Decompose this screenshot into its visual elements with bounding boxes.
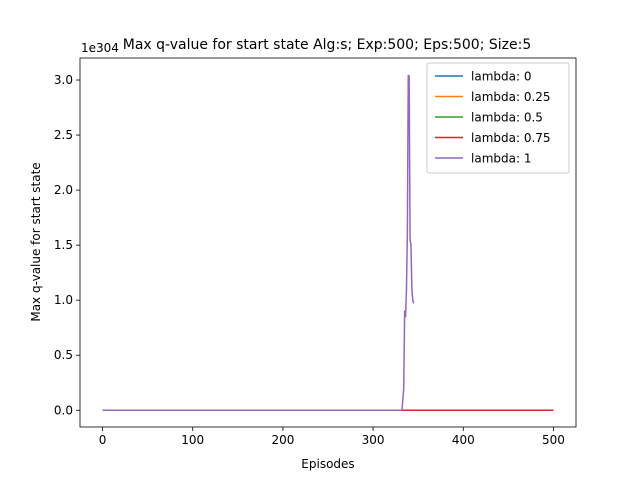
series-line-4 [102,74,415,412]
plot-frame [79,57,577,428]
legend-label-3: lambda: 0.75 [471,131,551,145]
x-tick-label: 400 [452,433,475,447]
y-tick-label: 3.0 [54,73,73,87]
legend-label-2: lambda: 0.5 [471,111,543,125]
x-tick-label: 300 [362,433,385,447]
y-tick-label: 0.5 [54,348,73,362]
x-axis-label: Episodes [301,457,354,471]
y-tick-label: 2.5 [54,128,73,142]
y-tick-label: 2.0 [54,183,73,197]
x-tick-label: 100 [181,433,204,447]
y-offset-text: 1e304 [81,41,119,55]
y-tick-label: 1.0 [54,293,73,307]
legend-label-4: lambda: 1 [471,152,531,166]
y-tick-label: 0.0 [54,403,73,417]
chart-title: Max q-value for start state Alg:s; Exp:5… [123,37,531,53]
y-axis-label: Max q-value for start state [29,162,43,321]
y-tick-label: 1.5 [54,238,73,252]
legend-label-1: lambda: 0.25 [471,90,551,104]
x-tick-label: 500 [542,433,565,447]
legend-box [426,62,570,174]
legend-label-0: lambda: 0 [471,70,531,84]
x-tick-label: 0 [99,433,107,447]
x-tick-label: 200 [271,433,294,447]
